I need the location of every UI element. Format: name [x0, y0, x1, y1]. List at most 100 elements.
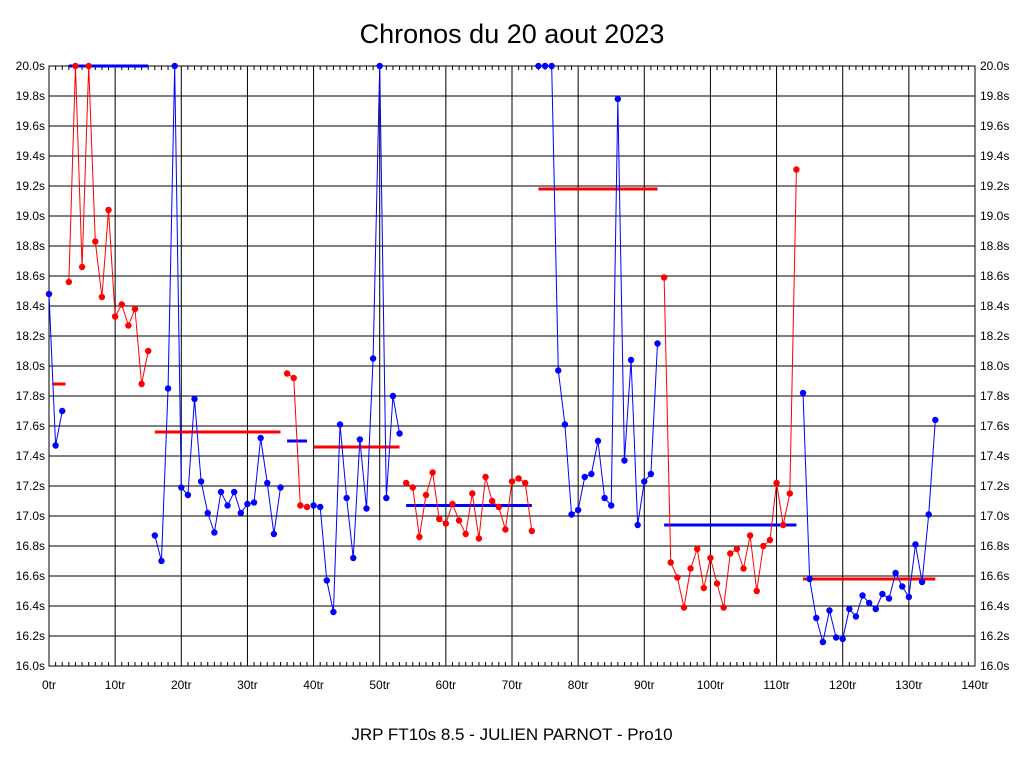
- data-point-blue: [184, 491, 192, 499]
- data-point-blue: [277, 484, 284, 491]
- y-tick-label-left: 16.8s: [16, 539, 45, 553]
- data-point-blue: [178, 484, 185, 491]
- x-tick-label: 140tr: [961, 678, 988, 692]
- data-point-blue: [211, 529, 218, 536]
- data-point-blue: [594, 437, 602, 445]
- data-point-red: [449, 500, 456, 508]
- y-tick-label-right: 18.8s: [980, 239, 1009, 253]
- y-tick-label-left: 19.4s: [16, 149, 45, 163]
- data-point-red: [98, 293, 106, 301]
- data-point-blue: [59, 407, 66, 415]
- data-point-blue: [158, 557, 165, 565]
- data-point-blue: [872, 605, 879, 613]
- data-point-red: [65, 278, 73, 286]
- data-point-blue: [799, 389, 807, 397]
- y-tick-label-right: 17.4s: [980, 449, 1009, 463]
- data-point-blue: [879, 590, 886, 598]
- data-point-blue: [535, 62, 542, 70]
- data-point-blue: [350, 554, 357, 562]
- data-point-red: [508, 478, 516, 485]
- y-tick-label-left: 17.0s: [16, 509, 45, 523]
- data-point-blue: [52, 442, 59, 449]
- data-point-blue: [561, 421, 569, 428]
- x-tick-label: 10tr: [105, 678, 126, 692]
- axes: 16.0s 16.0s 16.2s 16.2s 16.4s 16.4s 16.6s 16.6s…: [16, 59, 1010, 692]
- data-point-blue: [204, 509, 211, 517]
- y-tick-label-right: 19.2s: [980, 179, 1009, 193]
- data-point-red: [138, 380, 145, 388]
- data-point-red: [502, 526, 509, 533]
- data-point-blue: [191, 395, 198, 403]
- x-tick-label: 40tr: [303, 678, 324, 692]
- y-tick-label-right: 17.6s: [980, 419, 1009, 433]
- data-point-blue: [217, 488, 225, 496]
- y-tick-label-left: 17.2s: [16, 479, 45, 493]
- x-tick-label: 90tr: [634, 678, 655, 692]
- data-point-blue: [363, 505, 370, 512]
- y-tick-label-left: 16.0s: [16, 659, 45, 673]
- data-point-red: [793, 166, 800, 173]
- y-tick-label-left: 18.6s: [16, 269, 45, 283]
- x-tick-label: 110tr: [763, 678, 789, 692]
- data-point-blue: [323, 577, 330, 584]
- data-point-blue: [627, 356, 635, 364]
- data-point-red: [469, 490, 476, 497]
- data-point-blue: [356, 436, 364, 443]
- data-point-red: [786, 490, 793, 497]
- y-tick-label-right: 17.0s: [980, 509, 1009, 523]
- data-point-red: [773, 479, 780, 487]
- data-point-blue: [316, 503, 324, 511]
- data-point-red: [78, 263, 86, 271]
- chart-subtitle: JRP FT10s 8.5 - JULIEN PARNOT - Pro10: [351, 725, 672, 744]
- y-tick-label-left: 17.4s: [16, 449, 45, 463]
- y-tick-label-right: 16.2s: [980, 629, 1009, 643]
- data-point-blue: [813, 614, 820, 622]
- y-tick-label-right: 16.6s: [980, 569, 1009, 583]
- data-point-blue: [892, 569, 899, 577]
- data-point-red: [429, 469, 436, 476]
- data-point-blue: [237, 509, 245, 517]
- data-point-red: [680, 604, 688, 611]
- data-point-blue: [885, 595, 893, 602]
- x-tick-label: 80tr: [568, 678, 589, 692]
- data-point-blue: [197, 478, 205, 485]
- data-point-blue: [588, 470, 595, 478]
- data-point-red: [297, 502, 304, 509]
- data-point-red: [667, 559, 674, 566]
- data-point-blue: [621, 457, 628, 464]
- series-line-red: [405, 472, 533, 539]
- x-tick-label: 0tr: [42, 678, 56, 692]
- y-tick-label-right: 19.0s: [980, 209, 1009, 223]
- data-point-blue: [832, 634, 840, 641]
- data-point-blue: [310, 502, 317, 509]
- data-point-blue: [634, 521, 641, 529]
- data-point-red: [687, 565, 694, 572]
- data-point-blue: [865, 599, 873, 607]
- y-tick-label-left: 18.8s: [16, 239, 45, 253]
- y-tick-label-left: 19.0s: [16, 209, 45, 223]
- data-point-red: [766, 536, 774, 544]
- data-point-red: [436, 515, 443, 523]
- data-point-red: [303, 503, 311, 511]
- data-point-blue: [396, 430, 403, 437]
- data-point-blue: [608, 502, 615, 509]
- data-point-red: [92, 238, 99, 245]
- data-point-blue: [846, 605, 853, 613]
- y-tick-label-right: 19.8s: [980, 89, 1009, 103]
- data-point-blue: [336, 421, 344, 428]
- series-line-red: [286, 373, 308, 508]
- data-point-red: [488, 497, 496, 505]
- data-point-red: [694, 545, 701, 553]
- y-tick-label-right: 18.2s: [980, 329, 1009, 343]
- data-point-blue: [257, 434, 264, 442]
- data-point-blue: [852, 613, 860, 620]
- data-point-blue: [164, 385, 172, 392]
- data-point-blue: [819, 638, 827, 646]
- data-point-blue: [912, 541, 919, 548]
- data-point-blue: [270, 530, 278, 538]
- data-point-blue: [932, 416, 939, 424]
- data-point-red: [495, 503, 502, 511]
- data-point-blue: [369, 355, 377, 362]
- y-tick-label-right: 17.2s: [980, 479, 1009, 493]
